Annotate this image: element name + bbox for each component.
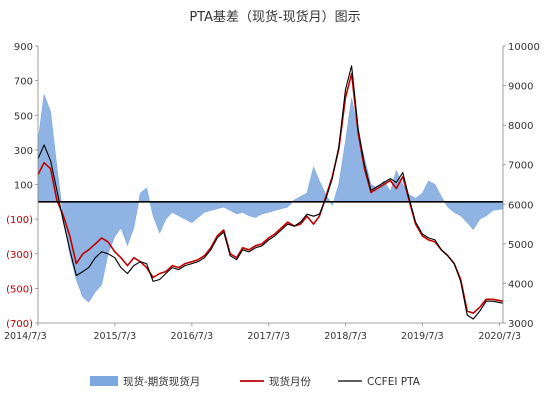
series-line-ccfei-pta [37,65,504,320]
legend-label: CCFEI PTA [367,376,421,388]
y-right-tick-label: 5000 [508,240,533,251]
y-right-tick-label: 7000 [508,161,533,172]
y-left-tick-label: 100 [14,181,33,192]
legend-label: 现货月份 [269,375,311,388]
y-left-tick-label: (700) [6,319,33,330]
y-left-tick-label: (500) [6,284,33,295]
x-tick-label: 2019/7/3 [401,331,444,342]
y-left-tick-label: (300) [6,250,33,261]
y-right-tick-label: 6000 [508,200,533,211]
x-tick-label: 2014/7/3 [4,331,47,342]
legend-swatch-basis [90,376,118,386]
x-tick-label: 2020/7/3 [478,331,521,342]
chart-title: PTA基差（现货-现货月）图示 [189,9,360,25]
x-tick-label: 2016/7/3 [171,331,214,342]
y-left-tick-label: 500 [14,111,33,122]
y-left-tick-label: (100) [6,215,33,226]
x-tick-label: 2018/7/3 [324,331,367,342]
legend-label: 现货-期货现货月 [123,375,200,388]
y-right-tick-label: 9000 [508,82,533,93]
y-right-tick-label: 4000 [508,279,533,290]
y-right-tick-label: 10000 [508,42,540,53]
series-area-basis [37,94,504,303]
y-right-tick-label: 3000 [508,319,533,330]
x-tick-label: 2015/7/3 [93,331,136,342]
series-line-spot-month [37,72,504,314]
x-tick-label: 2017/7/3 [247,331,290,342]
y-left-tick-label: 900 [14,42,33,53]
y-left-tick-label: 700 [14,77,33,88]
y-right-tick-label: 8000 [508,121,533,132]
y-left-tick-label: 300 [14,146,33,157]
